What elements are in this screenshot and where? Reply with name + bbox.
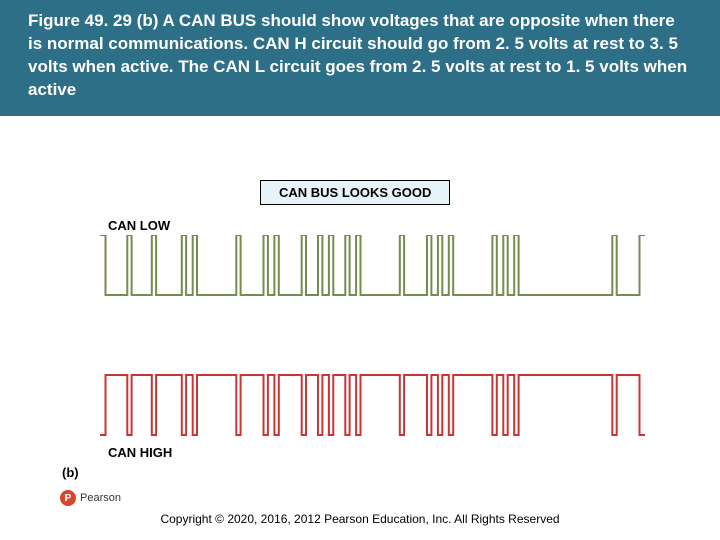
logo-circle-icon: P bbox=[60, 490, 76, 506]
publisher-logo: P Pearson bbox=[60, 490, 121, 506]
can-high-label: CAN HIGH bbox=[108, 445, 172, 460]
can-low-label-text: CAN LOW bbox=[108, 218, 170, 233]
can-low-waveform bbox=[100, 235, 645, 295]
can-high-waveform bbox=[100, 375, 645, 435]
can-low-label: CAN LOW bbox=[108, 218, 170, 233]
logo-brand-text: Pearson bbox=[80, 492, 121, 504]
figure-caption-header: Figure 49. 29 (b) A CAN BUS should show … bbox=[0, 0, 720, 116]
waveform-svg bbox=[100, 235, 645, 445]
figure-title-text: CAN BUS LOOKS GOOD bbox=[279, 185, 431, 200]
figure-title-box: CAN BUS LOOKS GOOD bbox=[260, 180, 450, 205]
subfigure-label-text: (b) bbox=[62, 465, 79, 480]
copyright-footer: Copyright © 2020, 2016, 2012 Pearson Edu… bbox=[0, 512, 720, 526]
can-high-label-text: CAN HIGH bbox=[108, 445, 172, 460]
subfigure-label: (b) bbox=[62, 465, 79, 480]
slide: Figure 49. 29 (b) A CAN BUS should show … bbox=[0, 0, 720, 540]
copyright-text: Copyright © 2020, 2016, 2012 Pearson Edu… bbox=[160, 512, 559, 526]
header-text: Figure 49. 29 (b) A CAN BUS should show … bbox=[28, 11, 687, 99]
logo-letter: P bbox=[65, 493, 72, 504]
